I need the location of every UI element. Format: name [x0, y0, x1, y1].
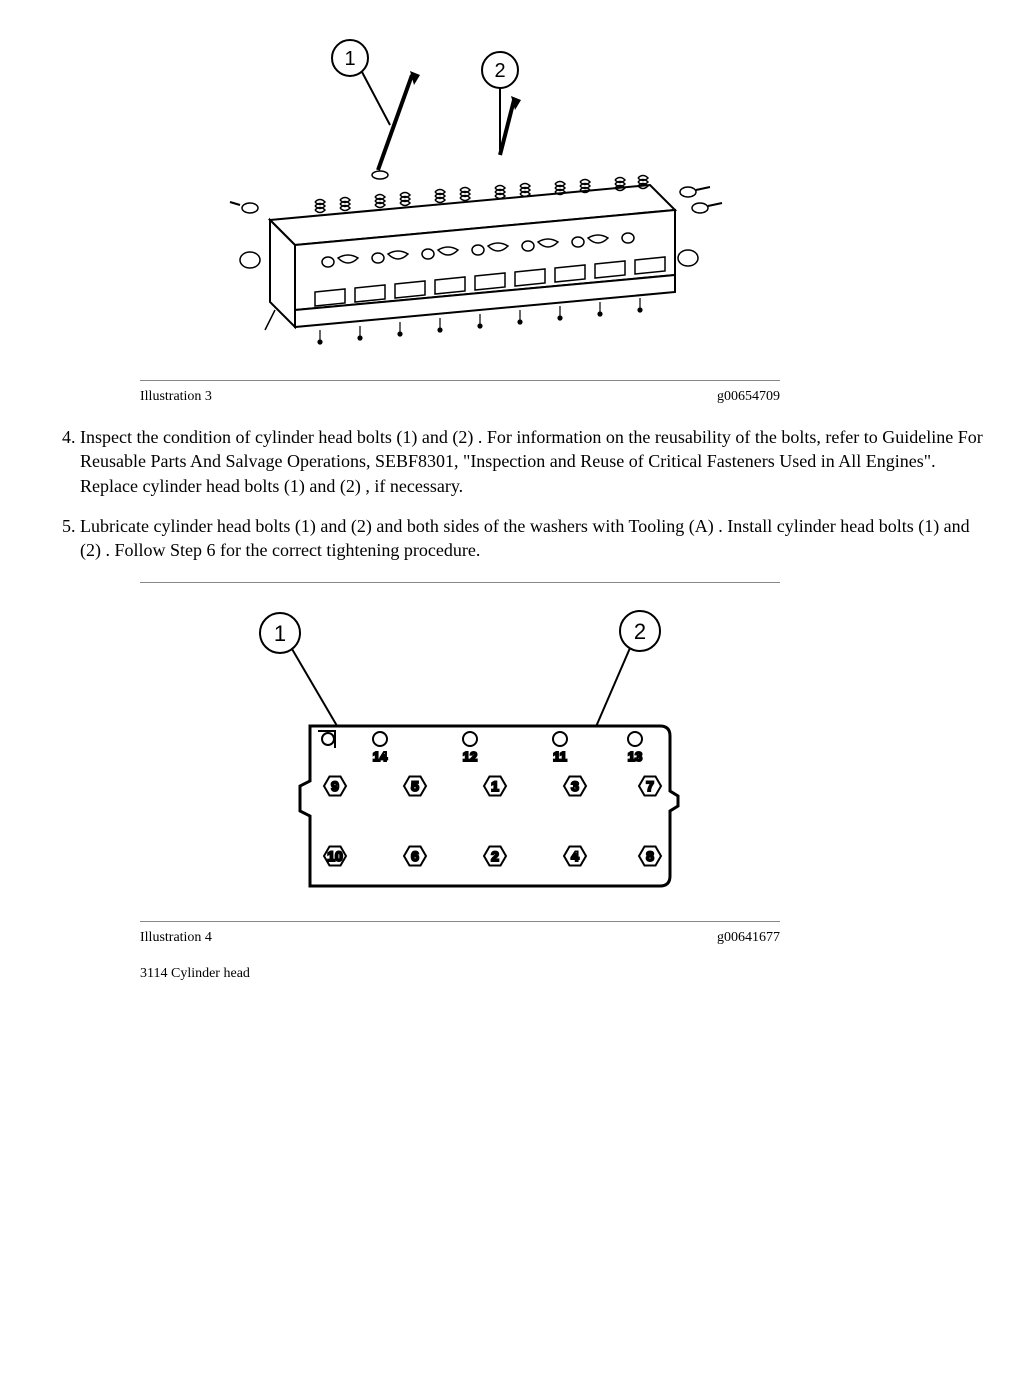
bolt-12: 12	[463, 749, 477, 764]
step-4: Inspect the condition of cylinder head b…	[80, 425, 984, 498]
bolt-13: 13	[628, 749, 642, 764]
bolt-6: 6	[411, 848, 419, 864]
figure-4-svg: 1 2 14 12 11 13 9	[200, 591, 720, 911]
step-5: Lubricate cylinder head bolts (1) and (2…	[80, 514, 984, 563]
figure-4-rule-bottom	[140, 921, 780, 922]
bolt-1: 1	[491, 778, 499, 794]
bolt-2: 2	[491, 848, 499, 864]
bolt-11: 11	[553, 749, 567, 764]
figure3-callout-1: 1	[344, 48, 355, 70]
figure-3-rule	[140, 380, 780, 381]
procedure-steps: Inspect the condition of cylinder head b…	[40, 425, 984, 562]
bolt-5: 5	[411, 778, 419, 794]
bolt-8: 8	[646, 848, 654, 864]
figure-4-caption-right: g00641677	[717, 930, 780, 946]
figure-4-rule-top	[140, 582, 780, 583]
figure-4-caption-left: Illustration 4	[140, 930, 212, 946]
bolt-4: 4	[571, 848, 579, 864]
bolt-7: 7	[646, 778, 654, 794]
figure4-callout-1: 1	[274, 621, 286, 646]
figure-4: 1 2 14 12 11 13 9	[140, 582, 780, 982]
figure-4-caption: Illustration 4 g00641677	[140, 930, 780, 946]
bolt-10: 10	[327, 848, 343, 864]
figure-3: 1 2	[140, 30, 780, 405]
figure3-callout-2: 2	[494, 60, 505, 82]
figure-3-caption-left: Illustration 3	[140, 389, 212, 405]
figure4-callout-2: 2	[634, 619, 646, 644]
figure-4-subcaption: 3114 Cylinder head	[140, 966, 780, 982]
figure-3-caption: Illustration 3 g00654709	[140, 389, 780, 405]
bolt-3: 3	[571, 778, 579, 794]
figure-3-caption-right: g00654709	[717, 389, 780, 405]
figure-3-svg: 1 2	[180, 30, 740, 370]
bolt-14: 14	[373, 749, 388, 764]
bolt-9: 9	[331, 778, 339, 794]
